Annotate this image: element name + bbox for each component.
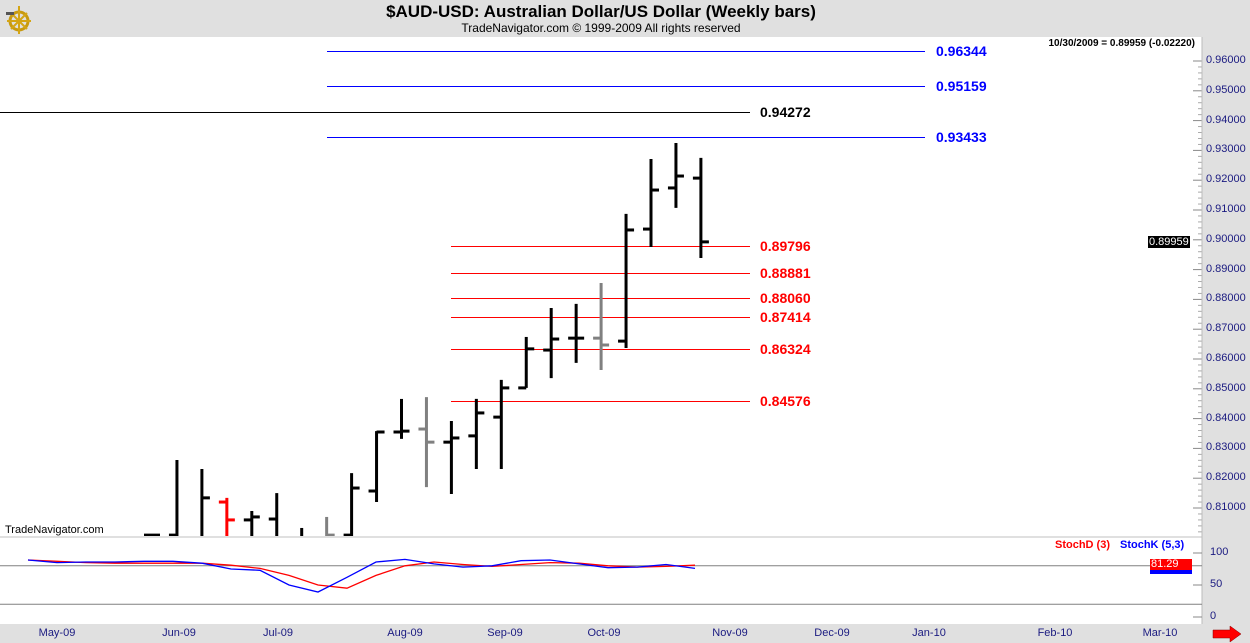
ohlc-bar (343, 473, 360, 536)
ohlc-bar (568, 303, 585, 363)
price-bars (144, 142, 709, 536)
red-right-arrow-icon[interactable] (1212, 625, 1242, 643)
y-tick-label: 0.86000 (1206, 352, 1246, 364)
stochastic-value-marker (1150, 570, 1192, 574)
stochd-legend: StochD (3) (1055, 539, 1110, 551)
y-tick-label: 0.85000 (1206, 381, 1246, 394)
ohlc-bar (325, 516, 335, 536)
level-label: 0.94272 (760, 103, 811, 120)
level-label: 0.86324 (760, 340, 811, 357)
ohlc-bar (667, 142, 684, 208)
y-tick-label: 0.95000 (1206, 83, 1246, 96)
ship-wheel-icon[interactable] (4, 2, 34, 36)
current-price-label: 0.89959 (1148, 236, 1190, 248)
watermark: TradeNavigator.com (5, 524, 104, 536)
y-tick-label: 0.94000 (1206, 113, 1246, 126)
level-label: 0.88060 (760, 289, 811, 306)
ohlc-bar (493, 379, 510, 469)
x-tick-label: Nov-09 (712, 627, 748, 639)
ohlc-bar (268, 493, 279, 536)
level-label: 0.89796 (760, 237, 811, 254)
stoch-y-tick-label: 0 (1210, 610, 1217, 622)
x-tick-label: Feb-10 (1037, 627, 1073, 639)
stochastic-panel[interactable] (0, 538, 1202, 624)
x-tick-label: Jun-09 (162, 627, 196, 639)
x-tick-label: Aug-09 (387, 627, 423, 639)
ohlc-bar (300, 527, 304, 536)
ohlc-bar (593, 283, 610, 371)
ohlc-bar (543, 308, 560, 379)
ohlc-bar (468, 398, 485, 469)
x-tick-label: Dec-09 (814, 627, 850, 639)
ohlc-bar (418, 397, 435, 488)
y-tick-label: 0.89000 (1206, 262, 1246, 275)
ohlc-bar (368, 430, 385, 503)
y-tick-label: 0.93000 (1206, 143, 1246, 156)
stochastic-lines (0, 558, 1202, 605)
ohlc-bar (443, 420, 460, 494)
x-tick-label: May-09 (38, 627, 76, 639)
y-tick-label: 0.91000 (1206, 203, 1246, 215)
y-tick-label: 0.87000 (1206, 322, 1246, 335)
x-tick-label: Jan-10 (912, 627, 946, 639)
x-tick-label: Oct-09 (587, 627, 621, 639)
y-tick-label: 0.92000 (1206, 173, 1246, 186)
ohlc-bar (218, 497, 235, 536)
y-tick-label: 0.83000 (1206, 441, 1246, 454)
chart-title: $AUD-USD: Australian Dollar/US Dollar (W… (386, 2, 816, 21)
ohlc-bar (168, 460, 179, 536)
level-label: 0.88881 (760, 264, 811, 281)
ohlc-bar (393, 398, 410, 439)
stochastic-axis (1193, 552, 1202, 618)
stoch-y-tick-label: 100 (1210, 546, 1229, 558)
stochk-legend: StochK (5,3) (1120, 539, 1185, 551)
level-label: 0.95159 (936, 77, 987, 94)
x-tick-label: Mar-10 (1142, 627, 1178, 639)
stoch-y-tick-label: 50 (1210, 578, 1223, 590)
price-axis (1193, 37, 1203, 624)
y-tick-label: 0.88000 (1206, 292, 1246, 305)
level-label: 0.93433 (936, 128, 987, 145)
y-tick-label: 0.96000 (1206, 54, 1246, 66)
ohlc-bar (243, 510, 260, 536)
ohlc-bar (643, 159, 659, 247)
y-tick-label: 0.90000 (1206, 232, 1246, 245)
y-tick-label: 0.84000 (1206, 411, 1246, 424)
y-tick-label: 0.82000 (1206, 471, 1246, 484)
stoch-series-line (27, 559, 696, 589)
ohlc-bar (692, 157, 709, 258)
ohlc-bar (200, 468, 210, 536)
copyright-subtitle: TradeNavigator.com © 1999-2009 All right… (461, 21, 741, 35)
x-tick-label: Jul-09 (263, 627, 293, 639)
level-label: 0.87414 (760, 308, 811, 325)
y-tick-label: 0.81000 (1206, 501, 1246, 513)
stochastic-value-label: 81.29 (1150, 559, 1192, 570)
level-label: 0.96344 (936, 42, 987, 59)
x-tick-label: Sep-09 (487, 627, 523, 639)
ohlc-bar (144, 533, 160, 536)
level-label: 0.84576 (760, 392, 811, 409)
ohlc-bar (518, 336, 535, 390)
last-quote: 10/30/2009 = 0.89959 (-0.02220) (1048, 38, 1195, 49)
ohlc-bar (618, 213, 635, 348)
stoch-series-line (27, 558, 696, 593)
